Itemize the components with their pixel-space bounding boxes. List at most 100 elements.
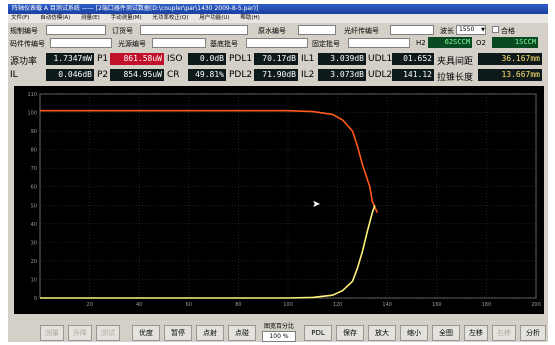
p2-value: 854.95uW [110,69,164,81]
pause-button[interactable]: 暂停 [164,325,192,341]
lift-button[interactable]: 升降 [68,325,92,341]
raw-number-field[interactable] [298,25,336,35]
order-number-field[interactable] [140,25,248,35]
cr-value: 49.81% [188,69,226,81]
spec-number-field[interactable] [46,25,106,35]
spec-number-label: 规制编号 [10,27,38,35]
zoom-out-button[interactable]: 缩小 [400,325,428,341]
device-number-field[interactable] [50,38,112,48]
fixing-batch-field[interactable] [348,38,410,48]
p2-label: P2 [97,70,109,80]
menu-power-correction[interactable]: 光功率校正(Q) [152,15,189,21]
source-number-label: 光源编号 [118,40,146,48]
clamp-distance-label: 夹具间距 [437,57,474,67]
window-title: 阵轴仪表载 A 目测试系统 —— [2端口器件测试数据(D:\coupler\p… [12,5,259,12]
source-power-value: 1.7347mW [46,53,94,65]
fixing-batch-label: 固定批号 [312,40,340,48]
y-tick-label: 30 [31,240,37,246]
move-right-button[interactable]: 右移 [492,325,516,341]
il1-value: 3.039dB [318,53,366,65]
x-tick-label: 200 [531,302,541,308]
il-label: IL [10,70,18,80]
pass-checkbox[interactable] [492,26,499,33]
taper-length-label: 拉锥长度 [437,73,474,83]
order-number-label: 订货号 [112,27,133,35]
pdl1-label: PDL1 [229,54,253,64]
o2-label: O2 [476,39,486,47]
x-tick-label: 140 [382,302,392,308]
save-button[interactable]: 保存 [336,325,364,341]
x-tick-label: 100 [283,302,293,308]
pdl2-value: 71.90dB [254,69,298,81]
menu-bar: 文件(F) 自动仿模(A) 测量(E) 手动测量(M) 光功率校正(Q) 用户功… [8,14,548,23]
p1-label: P1 [97,54,109,64]
test-button[interactable]: 测试 [96,325,120,341]
plot-area[interactable]: 110 100 90 80 70 60 50 40 30 20 10 0 20 40 60 80 100 120 1… [14,86,544,314]
clamp-distance-value: 36.167mm [478,53,542,65]
menu-user[interactable]: 用户功能(U) [199,15,230,21]
title-bar: 阵轴仪表载 A 目测试系统 —— [2端口器件测试数据(D:\coupler\p… [8,4,548,14]
touch-button[interactable]: 点碰 [228,325,256,341]
taper-length-value: 13.667mm [478,69,542,81]
o2-flow-value: 1SCCM [492,37,538,48]
y-tick-label: 50 [31,203,37,209]
menu-auto[interactable]: 自动仿模(A) [40,15,71,21]
udl1-label: UDL1 [368,54,393,64]
y-tick-label: 80 [31,148,37,154]
menu-manual[interactable]: 手动测量(M) [110,15,142,21]
move-left-button[interactable]: 左移 [464,325,488,341]
x-tick-label: 180 [482,302,492,308]
il2-label: IL2 [301,70,315,80]
y-tick-label: 60 [31,185,37,191]
udl2-label: UDL2 [368,70,393,80]
zoom-percent-label: 图宽百分比 [263,323,294,330]
cr-label: CR [167,70,180,80]
fiber-number-label: 光纤传编号 [344,27,379,35]
fiber-number-field[interactable] [390,25,434,35]
y-tick-label: 90 [31,129,37,135]
fit-all-button[interactable]: 全图 [432,325,460,341]
y-tick-label: 20 [31,259,37,265]
y-tick-label: 110 [27,92,37,98]
optimize-button[interactable]: 优度 [132,325,160,341]
zoom-in-button[interactable]: 放大 [368,325,396,341]
wavelength-select[interactable]: 1550 ▼ [456,25,486,35]
il2-value: 3.073dB [318,69,366,81]
pdl2-label: PDL2 [229,70,253,80]
app-window: 阵轴仪表载 A 目测试系统 —— [2端口器件测试数据(D:\coupler\p… [8,4,548,342]
udl1-value: 01.652 [392,53,434,65]
il-value: 0.046dB [46,69,94,81]
measure-button[interactable]: 测量 [40,325,64,341]
h2-label: H2 [416,39,426,47]
zoom-percent-field[interactable]: 100 % [262,331,296,342]
y-tick-label: 0 [34,296,37,302]
analyze-button[interactable]: 分析 [520,325,546,341]
x-tick-label: 60 [186,302,192,308]
wavelength-value: 1550 [459,26,475,33]
menu-measure[interactable]: 测量(E) [81,15,100,21]
udl2-value: 141.12 [392,69,434,81]
series-line-1 [40,205,376,299]
menu-file[interactable]: 文件(F) [11,15,30,21]
h2-flow-value: 62SCCM [428,37,472,48]
source-number-field[interactable] [152,38,206,48]
series-line-0 [40,109,379,214]
y-tick-label: 70 [31,166,37,172]
substrate-batch-field[interactable] [246,38,308,48]
y-tick-label: 10 [31,277,37,283]
pdl1-value: 70.17dB [254,53,298,65]
pdl-button[interactable]: PDL [304,325,332,341]
wavelength-label: 波长 [440,27,454,35]
menu-help[interactable]: 帮助(H) [240,15,260,21]
pass-label: 合格 [501,27,515,35]
zoom-percent-box: 图宽百分比 100 % [258,322,300,342]
raw-number-label: 原水编号 [258,27,286,35]
y-tick-label: 40 [31,222,37,228]
iso-value: 0.0dB [188,53,226,65]
il1-label: IL1 [301,54,315,64]
p1-value: 861.58uW [110,53,164,65]
device-number-label: 码件传编号 [10,40,45,48]
iso-label: ISO [167,54,183,64]
x-tick-label: 80 [235,302,241,308]
shoot-button[interactable]: 点射 [196,325,224,341]
